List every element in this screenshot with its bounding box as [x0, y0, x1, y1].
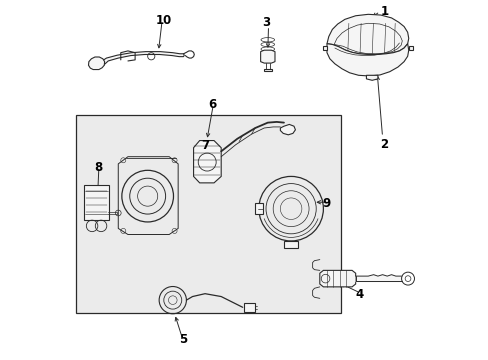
Text: 2: 2 [380, 138, 387, 150]
Polygon shape [260, 50, 274, 63]
Polygon shape [99, 51, 184, 65]
Polygon shape [322, 45, 326, 50]
Text: 6: 6 [208, 98, 216, 111]
Polygon shape [284, 241, 298, 248]
Text: 3: 3 [262, 16, 269, 29]
Polygon shape [88, 57, 104, 69]
Polygon shape [319, 270, 355, 287]
Text: 9: 9 [322, 197, 330, 210]
Text: 4: 4 [354, 288, 363, 301]
Polygon shape [255, 203, 263, 214]
FancyBboxPatch shape [76, 116, 341, 313]
Text: 1: 1 [380, 5, 387, 18]
Polygon shape [280, 125, 295, 135]
Polygon shape [326, 44, 408, 76]
Text: 10: 10 [155, 14, 172, 27]
Polygon shape [244, 303, 254, 312]
Polygon shape [408, 45, 412, 50]
Polygon shape [326, 14, 408, 54]
Text: 5: 5 [179, 333, 187, 346]
Text: 8: 8 [94, 161, 102, 174]
Polygon shape [264, 69, 271, 71]
Polygon shape [366, 75, 377, 80]
Text: 7: 7 [201, 139, 209, 152]
Polygon shape [193, 140, 221, 183]
FancyBboxPatch shape [84, 185, 109, 220]
